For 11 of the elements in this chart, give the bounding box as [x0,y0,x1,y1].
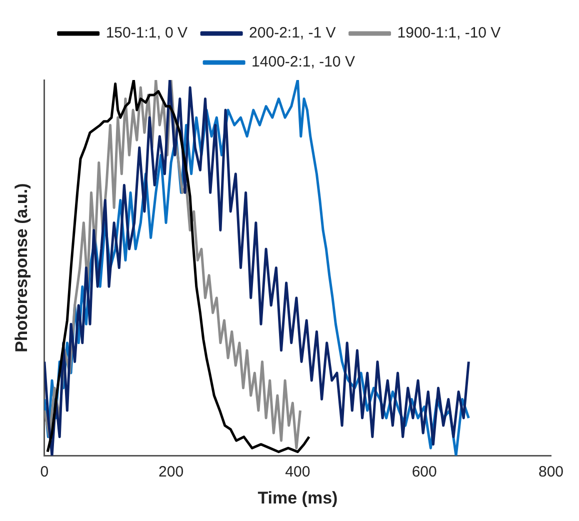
y-axis-title: Photoresponse (a.u.) [12,183,31,352]
legend-label: 200-2:1, -1 V [249,24,336,42]
x-axis-title: Time (ms) [258,488,338,508]
x-tick-label: 0 [40,464,49,481]
x-tick-label: 200 [158,464,184,481]
legend-label: 1400-2:1, -10 V [252,54,355,71]
legend-label: 1900-1:1, -10 V [397,24,501,42]
x-tick-label: 400 [285,464,310,481]
x-tick-label: 600 [412,464,437,481]
x-tick-label: 800 [538,464,564,481]
legend-label: 150-1:1, 0 V [106,24,188,42]
